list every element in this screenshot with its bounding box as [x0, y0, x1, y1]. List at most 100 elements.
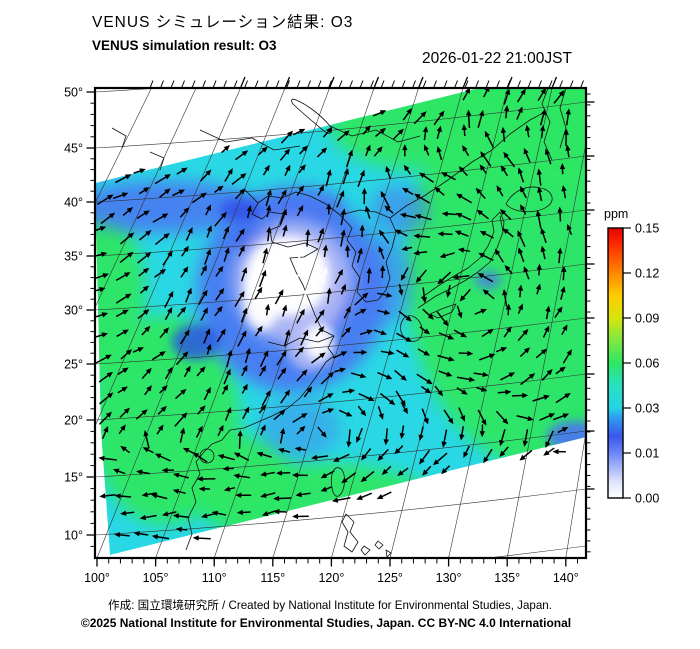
wind-arrow-head — [298, 204, 304, 212]
wind-arrow-head — [241, 150, 249, 157]
top-minor-tick — [244, 80, 248, 89]
wind-arrow-head — [517, 303, 523, 311]
wind-arrow-head — [340, 283, 346, 291]
wind-arrow-head — [562, 324, 568, 331]
wind-arrow-head — [347, 149, 353, 157]
wind-arrow-head — [523, 347, 531, 354]
wind-arrow-head — [201, 513, 208, 519]
colorbar-tick-label: 0.06 — [635, 357, 659, 371]
parallel-line — [485, 545, 586, 558]
top-minor-tick — [359, 80, 364, 89]
wind-arrow-head — [518, 247, 524, 254]
top-minor-tick — [454, 80, 458, 89]
wind-arrow-head — [402, 407, 408, 415]
wind-arrow-head — [220, 328, 226, 336]
coastline-path — [341, 513, 359, 553]
wind-arrow-head — [448, 356, 455, 362]
wind-arrow-head — [113, 532, 121, 538]
wind-arrow-head — [291, 472, 298, 478]
wind-arrow-head — [499, 209, 507, 216]
wind-arrow-head — [168, 290, 174, 298]
wind-arrow-head — [120, 510, 127, 516]
wind-arrow-head — [561, 185, 567, 192]
wind-arrow-head — [100, 251, 108, 258]
wind-arrow-head — [102, 273, 110, 279]
wind-arrow-head — [261, 269, 267, 277]
wind-arrow-head — [437, 231, 444, 237]
wind-arrow-head — [318, 227, 324, 235]
wind-arrow-head — [506, 326, 512, 333]
colorbar-unit-label: ppm — [604, 207, 628, 221]
wind-arrow-head — [121, 386, 128, 392]
wind-arrow-head — [326, 127, 333, 134]
wind-arrow-head — [361, 349, 368, 356]
top-major-tick — [328, 76, 335, 89]
top-minor-tick — [517, 80, 521, 89]
wind-arrow-head — [242, 266, 248, 274]
wind-arrow-head — [517, 167, 523, 174]
wind-arrow-head — [180, 388, 187, 395]
wind-arrow-head — [499, 439, 505, 447]
wind-arrow-head — [561, 427, 569, 433]
wind-arrow-head — [400, 400, 406, 407]
wind-arrow-head — [260, 471, 267, 477]
wind-arrow-head — [233, 452, 241, 458]
wind-arrow-head — [360, 308, 367, 314]
wind-arrow-head — [136, 469, 143, 475]
meridian-line — [683, 88, 700, 558]
wind-arrow-head — [300, 164, 306, 171]
wind-arrow-head — [275, 470, 283, 476]
longitude-tick-label: 110° — [202, 571, 227, 585]
top-minor-tick — [370, 80, 374, 89]
wind-arrow-head — [285, 329, 291, 336]
wind-arrow-head — [160, 405, 167, 412]
wind-arrow-head — [218, 424, 224, 432]
wind-arrow-head — [535, 210, 542, 217]
wind-arrow-head — [239, 245, 245, 252]
wind-arrow-head — [441, 211, 448, 217]
wind-arrow-head — [345, 411, 353, 417]
wind-arrow-head — [143, 309, 150, 316]
wind-arrow-head — [179, 427, 186, 434]
coastline-path — [257, 191, 341, 216]
meridian-line — [95, 88, 241, 428]
wind-arrow-head — [306, 386, 313, 393]
parallel-line — [95, 155, 586, 203]
wind-arrow-head — [388, 399, 396, 406]
wind-arrow-head — [460, 332, 467, 338]
wind-arrow-head — [301, 145, 308, 152]
colorbar-tick-label: 0.00 — [635, 492, 659, 506]
wind-arrow-head — [295, 491, 302, 498]
wind-arrow-head — [414, 193, 421, 200]
wind-arrow-head — [182, 266, 189, 273]
wind-arrow-head — [319, 352, 326, 359]
wind-arrow-head — [242, 383, 248, 391]
wind-arrow-head — [327, 408, 335, 414]
top-minor-tick — [485, 80, 490, 89]
top-minor-tick — [538, 80, 542, 89]
timestamp: 2026-01-22 21:00JST — [422, 50, 572, 67]
wind-arrow-head — [406, 107, 413, 115]
wind-arrow-head — [565, 144, 571, 151]
wind-arrow-head — [402, 144, 408, 151]
wind-arrow-head — [475, 187, 482, 195]
top-minor-tick — [212, 80, 217, 89]
wind-arrow-head — [564, 392, 571, 399]
wind-arrow-head — [197, 425, 203, 433]
top-minor-tick — [170, 80, 175, 89]
wind-arrow-head — [454, 230, 462, 236]
wind-arrow-head — [164, 174, 171, 180]
wind-arrow-head — [202, 307, 208, 314]
wind-arrow-head — [399, 432, 405, 440]
wind-arrow-head — [366, 329, 374, 335]
parallel-line — [95, 488, 586, 536]
wind-arrow-head — [292, 513, 299, 520]
wind-arrow-head — [260, 404, 267, 411]
wind-arrow-head — [522, 440, 528, 447]
wind-arrow-head — [246, 205, 252, 212]
wind-arrow-head — [360, 476, 367, 483]
wind-arrow-head — [257, 325, 263, 333]
wind-arrow-head — [273, 508, 280, 515]
top-minor-tick — [254, 80, 259, 89]
